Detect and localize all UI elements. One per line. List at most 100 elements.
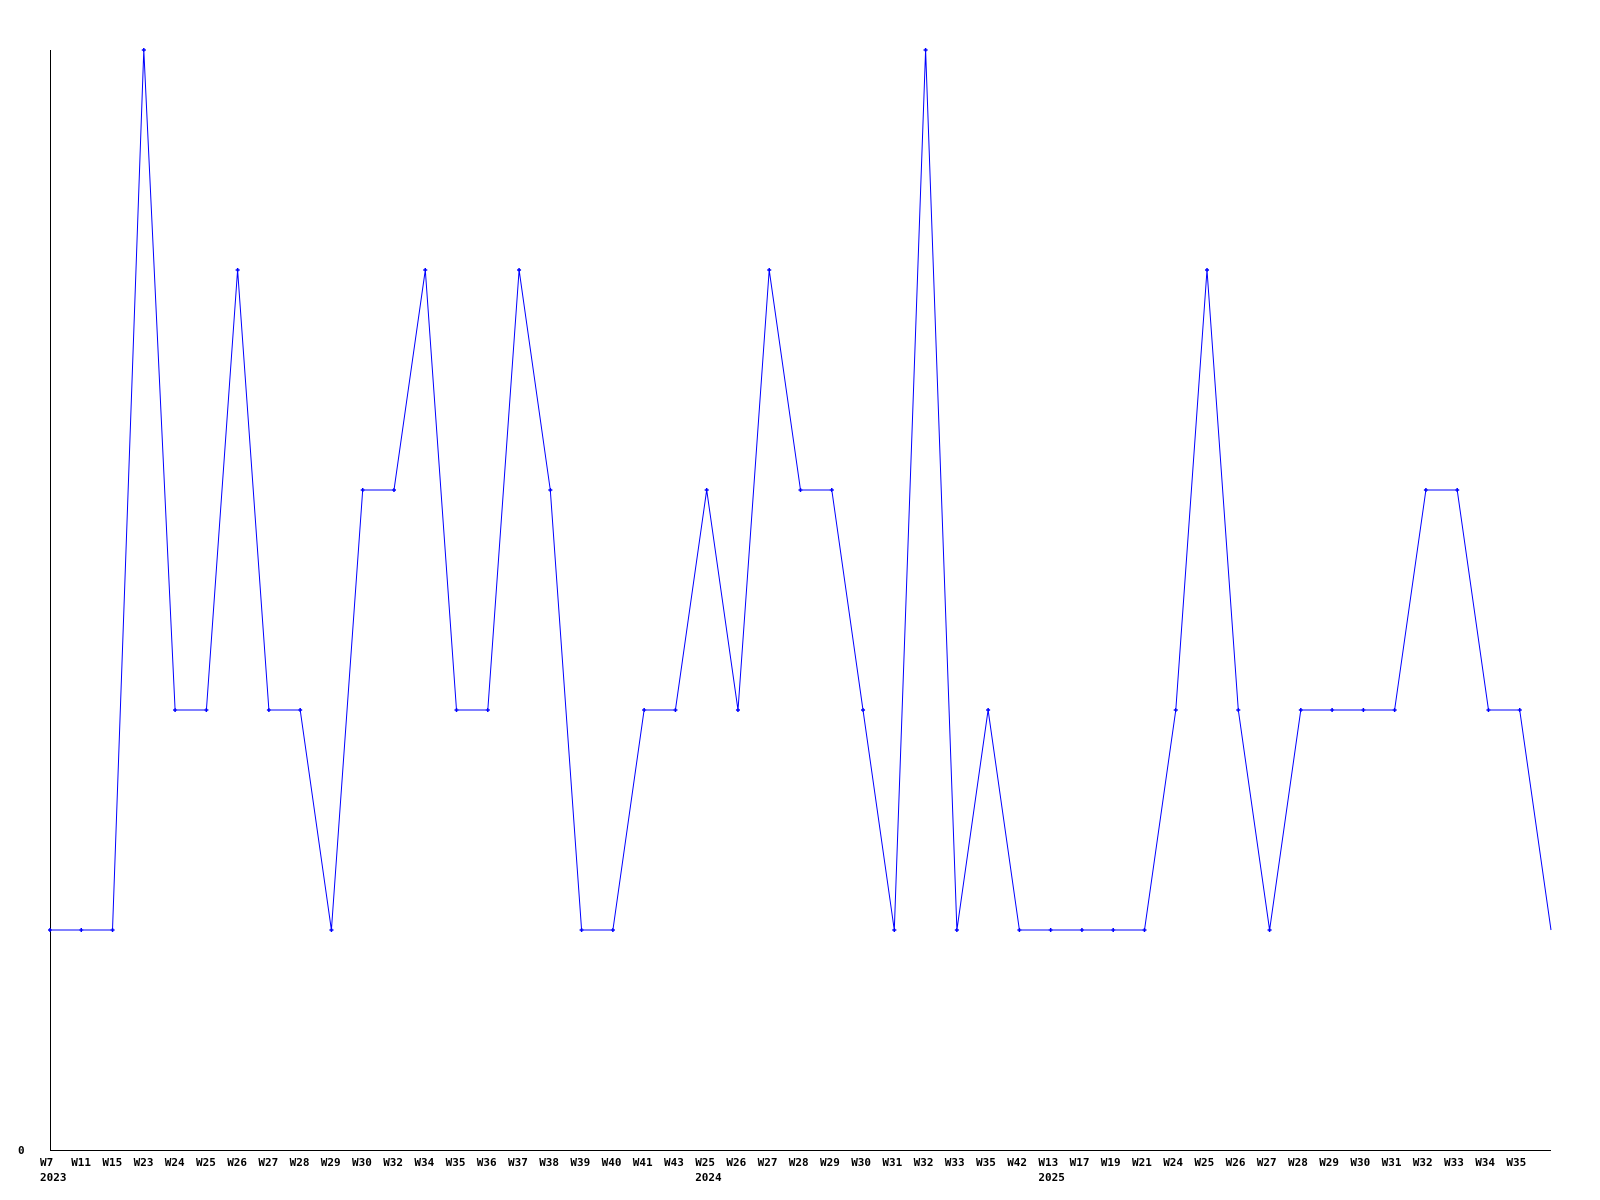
data-point [829,488,834,492]
x-tick-label: W34 [1475,1156,1495,1169]
data-point [1267,928,1272,932]
data-point [173,708,178,712]
x-tick-label: W28 [789,1156,809,1169]
x-tick-label: W7 [40,1156,53,1169]
data-point [141,48,146,52]
data-point [110,928,115,932]
data-point [454,708,459,712]
data-point [642,708,647,712]
data-point [1079,928,1084,932]
data-point [892,928,897,932]
x-tick-label: W32 [383,1156,403,1169]
x-tick-label: W11 [71,1156,91,1169]
x-tick-label: W15 [102,1156,122,1169]
data-point [1048,928,1053,932]
data-point [1517,708,1522,712]
x-tick-label: W19 [1101,1156,1121,1169]
data-point [861,708,866,712]
data-point [266,708,271,712]
x-tick-label: W30 [1350,1156,1370,1169]
data-point [735,708,740,712]
data-point [235,268,240,272]
x-tick-label: W27 [258,1156,278,1169]
x-tick-label: W32 [914,1156,934,1169]
data-point [485,708,490,712]
x-tick-label: W36 [477,1156,497,1169]
data-point [798,488,803,492]
data-point [298,708,303,712]
x-tick-label: W39 [570,1156,590,1169]
data-point [1205,268,1210,272]
year-label: 2024 [695,1171,722,1184]
data-point [1392,708,1397,712]
data-point [1298,708,1303,712]
x-tick-label: W30 [851,1156,871,1169]
data-point [204,708,209,712]
x-tick-label: W35 [446,1156,466,1169]
x-tick-label: W29 [1319,1156,1339,1169]
data-point [986,708,991,712]
x-tick-label: W37 [508,1156,528,1169]
x-tick-label: W29 [820,1156,840,1169]
x-tick-label: W30 [352,1156,372,1169]
x-tick-label: W42 [1007,1156,1027,1169]
x-tick-label: W31 [882,1156,902,1169]
x-tick-label: W13 [1038,1156,1058,1169]
data-point [923,48,928,52]
data-point [673,708,678,712]
data-point [1173,708,1178,712]
x-tick-label: W21 [1132,1156,1152,1169]
x-tick-label: W17 [1070,1156,1090,1169]
x-tick-label: W43 [664,1156,684,1169]
data-point [1017,928,1022,932]
year-label: 2023 [40,1171,67,1184]
data-point [1486,708,1491,712]
data-point [391,488,396,492]
x-tick-label: W32 [1413,1156,1433,1169]
data-point [329,928,334,932]
data-point [548,488,553,492]
x-tick-label: W33 [945,1156,965,1169]
x-tick-label: W27 [1257,1156,1277,1169]
x-tick-label: W24 [1163,1156,1183,1169]
x-tick-label: W41 [633,1156,653,1169]
data-point [1330,708,1335,712]
x-tick-label: W34 [414,1156,434,1169]
data-point [517,268,522,272]
data-point [423,268,428,272]
x-tick-label: W26 [726,1156,746,1169]
x-tick-label: W35 [976,1156,996,1169]
x-tick-label: W28 [1288,1156,1308,1169]
data-point [1455,488,1460,492]
x-tick-label: W25 [695,1156,715,1169]
data-point [767,268,772,272]
x-tick-label: W28 [290,1156,310,1169]
data-point [1111,928,1116,932]
y-tick-label-0: 0 [18,1144,25,1157]
data-point [79,928,84,932]
data-point [704,488,709,492]
x-tick-label: W31 [1382,1156,1402,1169]
x-tick-label: W25 [196,1156,216,1169]
data-point [579,928,584,932]
year-label: 2025 [1038,1171,1065,1184]
x-tick-label: W38 [539,1156,559,1169]
x-tick-label: W24 [165,1156,185,1169]
x-tick-label: W29 [321,1156,341,1169]
data-point [360,488,365,492]
x-tick-label: W40 [602,1156,622,1169]
x-tick-label: W26 [1226,1156,1246,1169]
x-tick-label: W23 [134,1156,154,1169]
x-tick-label: W33 [1444,1156,1464,1169]
x-tick-label: W35 [1506,1156,1526,1169]
data-point [1142,928,1147,932]
x-tick-label: W26 [227,1156,247,1169]
x-tick-label: W27 [758,1156,778,1169]
data-point [1361,708,1366,712]
data-point [954,928,959,932]
data-point [1423,488,1428,492]
data-point [610,928,615,932]
data-point [1236,708,1241,712]
data-point [48,928,52,932]
